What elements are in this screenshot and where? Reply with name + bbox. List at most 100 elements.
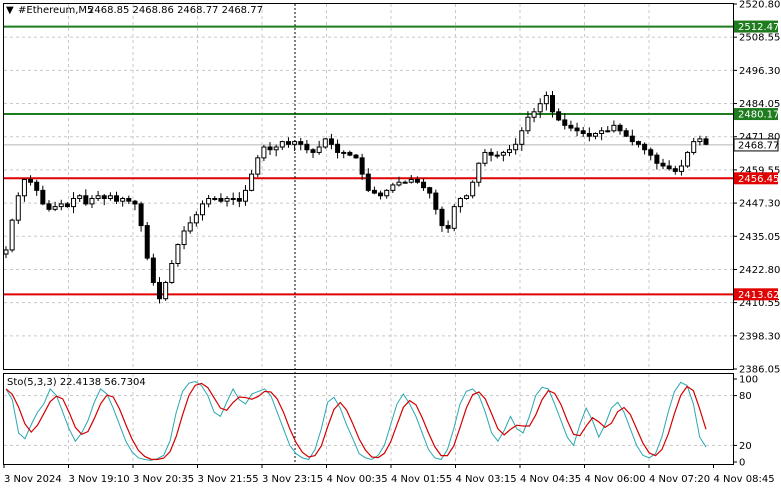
candle-body [445, 225, 451, 229]
candle-body [328, 138, 334, 145]
candle-body [138, 203, 144, 227]
candle-body [126, 197, 132, 202]
candle-body [525, 116, 531, 132]
price-tick-label: 2386.05 [739, 365, 780, 376]
candle-body [568, 124, 574, 129]
level-tags: 2512.47 2480.17 2456.45 2413.62 2468.77 [733, 20, 779, 301]
candle-body [476, 162, 482, 183]
time-tick-label: 3 Nov 20:35 [133, 474, 194, 485]
candle-body [549, 95, 555, 113]
candle-body [28, 179, 34, 183]
candle-body [242, 189, 248, 202]
price-tick-label: 2447.30 [739, 199, 780, 210]
time-axis: 3 Nov 2024 3 Nov 19:10 3 Nov 20:35 3 Nov 21… [3, 464, 775, 485]
candle-body [402, 181, 408, 184]
indicator-scale: 100 80 20 0 [733, 375, 758, 469]
candle-body [132, 200, 138, 205]
indicator-scale-label: 20 [739, 441, 752, 452]
candle-body [414, 179, 420, 183]
stochastic-main-line [5, 380, 707, 461]
candle-body [46, 203, 52, 210]
candle-body [672, 168, 678, 172]
candle-body [212, 197, 218, 200]
candle-body [89, 197, 95, 205]
level-tag-label: 2413.62 [738, 290, 779, 301]
chart-ohlc: 2468.85 2468.86 2468.77 2468.77 [88, 5, 263, 16]
candle-body [157, 281, 163, 300]
price-tick-label: 2484.05 [739, 99, 780, 110]
level-tag-label: 2480.17 [738, 110, 779, 121]
candle-body [144, 225, 150, 259]
candlesticks [3, 90, 709, 304]
candle-body [500, 151, 506, 156]
candle-body [605, 130, 611, 133]
candle-body [292, 141, 298, 145]
price-tick-label: 2471.80 [739, 132, 780, 143]
candle-body [648, 149, 654, 156]
price-tick-label: 2422.80 [739, 265, 780, 276]
candle-body [9, 219, 15, 251]
candle-body [451, 206, 457, 229]
candle-body [519, 130, 525, 145]
candle-body [175, 244, 181, 264]
candle-body [617, 124, 623, 132]
symbol-dropdown-icon[interactable]: ▼ [6, 5, 14, 16]
candle-body [642, 143, 648, 151]
candle-body [494, 154, 500, 157]
candle-body [574, 127, 580, 132]
candle-body [592, 132, 598, 137]
candle-body [629, 135, 635, 143]
candle-body [285, 141, 291, 145]
candle-body [556, 111, 562, 121]
candle-body [236, 197, 242, 202]
candle-body [71, 197, 77, 208]
indicator-scale-label: 100 [739, 375, 758, 386]
candle-body [101, 195, 107, 199]
chart-symbol: #Ethereum,M5 [18, 5, 93, 16]
candle-body [304, 143, 310, 151]
candle-body [83, 195, 89, 205]
time-tick-label: 4 Nov 08:45 [714, 474, 775, 485]
candle-body [40, 189, 46, 205]
candle-body [433, 192, 439, 210]
level-tag [734, 108, 778, 121]
stochastic-lines [4, 380, 733, 461]
indicator-scale-label: 0 [739, 458, 745, 469]
candle-body [599, 130, 605, 134]
candle-body [507, 149, 513, 153]
candle-body [439, 208, 445, 227]
price-tick-label: 2496.30 [739, 66, 780, 77]
time-tick-label: 3 Nov 19:10 [69, 474, 130, 485]
candle-body [169, 262, 175, 283]
candle-body [199, 203, 205, 216]
candle-body [703, 138, 709, 145]
indicator-pane-frame [3, 373, 734, 465]
candle-body [660, 162, 666, 167]
candle-body [390, 184, 396, 191]
candle-body [255, 157, 261, 175]
candle-body [341, 151, 347, 154]
time-tick-label: 4 Nov 00:35 [327, 474, 388, 485]
time-tick-label: 4 Nov 01:55 [391, 474, 452, 485]
candle-body [371, 189, 377, 194]
candle-body [365, 173, 371, 191]
candle-body [310, 149, 316, 153]
candle-body [666, 165, 672, 170]
price-tick-label: 2398.30 [739, 331, 780, 342]
candle-body [697, 138, 703, 143]
time-tick-label: 4 Nov 07:20 [649, 474, 710, 485]
level-tag [734, 288, 778, 301]
time-tick-label: 3 Nov 21:55 [198, 474, 259, 485]
candle-body [396, 181, 402, 186]
candle-body [457, 197, 463, 208]
candle-body [218, 197, 224, 202]
price-tick-label: 2435.05 [739, 232, 780, 243]
candle-body [52, 206, 58, 210]
candle-body [482, 151, 488, 164]
indicator-scale-label: 80 [739, 391, 752, 402]
grid-lines [4, 4, 733, 464]
candle-body [562, 119, 568, 126]
level-tag-label: 2456.45 [738, 174, 779, 185]
candle-body [322, 138, 328, 148]
